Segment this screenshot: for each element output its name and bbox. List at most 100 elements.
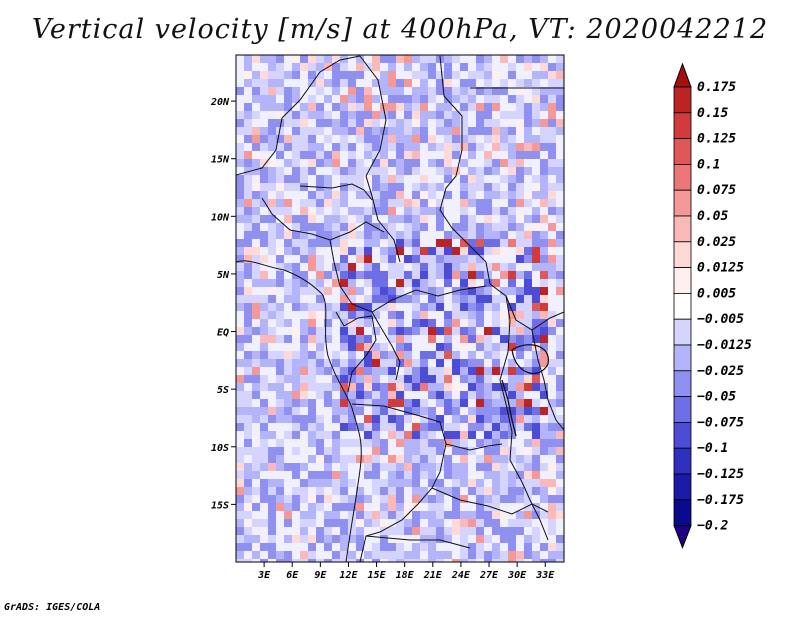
field-cell: [516, 279, 524, 287]
field-cell: [516, 207, 524, 215]
field-cell: [468, 351, 476, 359]
field-cell: [508, 311, 516, 319]
field-cell: [252, 407, 260, 415]
field-cell: [388, 511, 396, 519]
field-cell: [236, 543, 244, 551]
field-cell: [508, 127, 516, 135]
field-cell: [404, 511, 412, 519]
field-cell: [348, 143, 356, 151]
field-cell: [556, 327, 564, 335]
field-cell: [268, 63, 276, 71]
field-cell: [524, 439, 532, 447]
field-cell: [516, 239, 524, 247]
field-cell: [244, 343, 252, 351]
field-cell: [340, 527, 348, 535]
field-cell: [556, 199, 564, 207]
field-cell: [548, 231, 556, 239]
field-cell: [492, 263, 500, 271]
field-cell: [436, 495, 444, 503]
field-cell: [404, 311, 412, 319]
field-cell: [284, 519, 292, 527]
field-cell: [540, 143, 548, 151]
field-cell: [412, 263, 420, 271]
field-cell: [476, 543, 484, 551]
field-cell: [548, 311, 556, 319]
field-cell: [260, 511, 268, 519]
field-cell: [380, 431, 388, 439]
field-cell: [436, 255, 444, 263]
field-cell: [332, 79, 340, 87]
field-cell: [556, 351, 564, 359]
field-cell: [308, 103, 316, 111]
field-cell: [236, 343, 244, 351]
field-cell: [244, 543, 252, 551]
field-cell: [364, 167, 372, 175]
field-cell: [236, 239, 244, 247]
field-cell: [332, 359, 340, 367]
field-cell: [252, 215, 260, 223]
field-cell: [420, 351, 428, 359]
field-cell: [524, 135, 532, 143]
field-cell: [524, 127, 532, 135]
field-cell: [436, 247, 444, 255]
field-cell: [540, 199, 548, 207]
field-cell: [420, 295, 428, 303]
field-cell: [356, 527, 364, 535]
colorbar-label: −0.125: [697, 467, 744, 482]
field-cell: [356, 343, 364, 351]
x-tick-label: 18E: [396, 570, 415, 581]
field-cell: [492, 367, 500, 375]
field-cell: [476, 119, 484, 127]
field-cell: [500, 343, 508, 351]
field-cell: [388, 423, 396, 431]
country-borders: [236, 55, 564, 562]
field-cell: [508, 199, 516, 207]
field-cell: [236, 511, 244, 519]
field-cell: [340, 327, 348, 335]
field-cell: [412, 319, 420, 327]
field-cell: [540, 543, 548, 551]
field-cell: [404, 535, 412, 543]
field-cell: [276, 303, 284, 311]
field-cell: [292, 287, 300, 295]
field-cell: [260, 399, 268, 407]
field-cell: [476, 503, 484, 511]
field-cell: [452, 319, 460, 327]
field-cell: [380, 247, 388, 255]
field-cell: [236, 367, 244, 375]
field-cell: [508, 271, 516, 279]
field-cell: [260, 135, 268, 143]
field-cell: [516, 343, 524, 351]
field-cell: [332, 167, 340, 175]
field-cell: [436, 119, 444, 127]
field-cell: [532, 399, 540, 407]
field-cell: [428, 239, 436, 247]
field-cell: [284, 183, 292, 191]
field-cell: [516, 455, 524, 463]
field-cell: [548, 303, 556, 311]
field-cell: [532, 79, 540, 87]
field-cell: [276, 87, 284, 95]
field-cell: [236, 407, 244, 415]
field-cell: [372, 407, 380, 415]
field-cell: [476, 87, 484, 95]
colorbar-label: 0.05: [697, 209, 728, 224]
x-tick-label: 12E: [339, 570, 358, 581]
field-cell: [476, 151, 484, 159]
field-cell: [516, 159, 524, 167]
field-cell: [516, 263, 524, 271]
field-cell: [380, 287, 388, 295]
field-cell: [516, 503, 524, 511]
field-cell: [484, 319, 492, 327]
field-cell: [324, 519, 332, 527]
field-cell: [276, 479, 284, 487]
field-cell: [276, 223, 284, 231]
field-cell: [268, 351, 276, 359]
field-cell: [420, 407, 428, 415]
field-cell: [324, 447, 332, 455]
field-cell: [348, 527, 356, 535]
field-cell: [436, 543, 444, 551]
field-cell: [316, 463, 324, 471]
field-cell: [460, 479, 468, 487]
field-cell: [508, 511, 516, 519]
